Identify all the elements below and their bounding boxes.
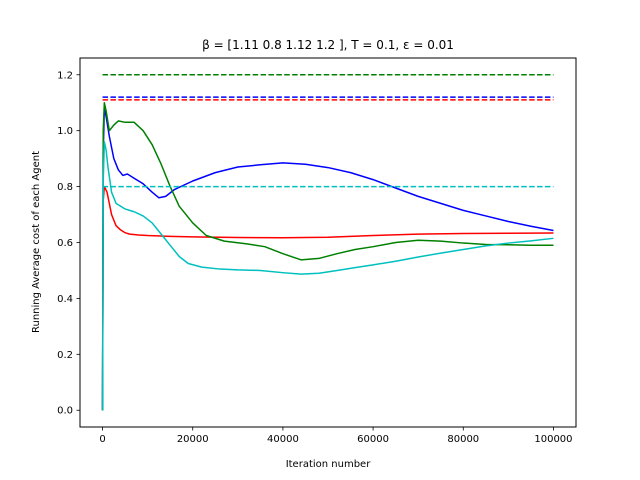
- x-tick-label: 20000: [177, 434, 209, 445]
- x-tick-label: 100000: [534, 434, 572, 445]
- x-tick-label: 40000: [267, 434, 299, 445]
- x-axis-label: Iteration number: [286, 459, 372, 470]
- y-tick-label: 0.8: [57, 182, 73, 193]
- x-axis: 0 20000 40000 60000 80000 100000: [99, 427, 573, 445]
- series-line-2: [101, 101, 554, 411]
- series-line-0: [101, 185, 554, 411]
- chart-title: β = [1.11 0.8 1.12 1.2 ], T = 0.1, ε = 0…: [202, 38, 454, 52]
- y-axis: 0.0 0.2 0.4 0.6 0.8 1.0 1.2: [57, 70, 80, 417]
- x-tick-label: 60000: [357, 434, 389, 445]
- y-tick-label: 1.0: [57, 126, 73, 137]
- x-tick-label: 0: [99, 434, 105, 445]
- series-line-3: [101, 141, 554, 411]
- y-axis-label: Running Average cost of each Agent: [31, 151, 42, 333]
- y-tick-label: 0.0: [57, 406, 73, 417]
- y-tick-label: 1.2: [57, 70, 73, 81]
- x-tick-label: 80000: [447, 434, 479, 445]
- y-tick-label: 0.4: [57, 294, 73, 305]
- y-tick-label: 0.6: [57, 238, 73, 249]
- series-line-1: [101, 107, 554, 411]
- y-tick-label: 0.2: [57, 350, 73, 361]
- series-layer: [101, 74, 554, 411]
